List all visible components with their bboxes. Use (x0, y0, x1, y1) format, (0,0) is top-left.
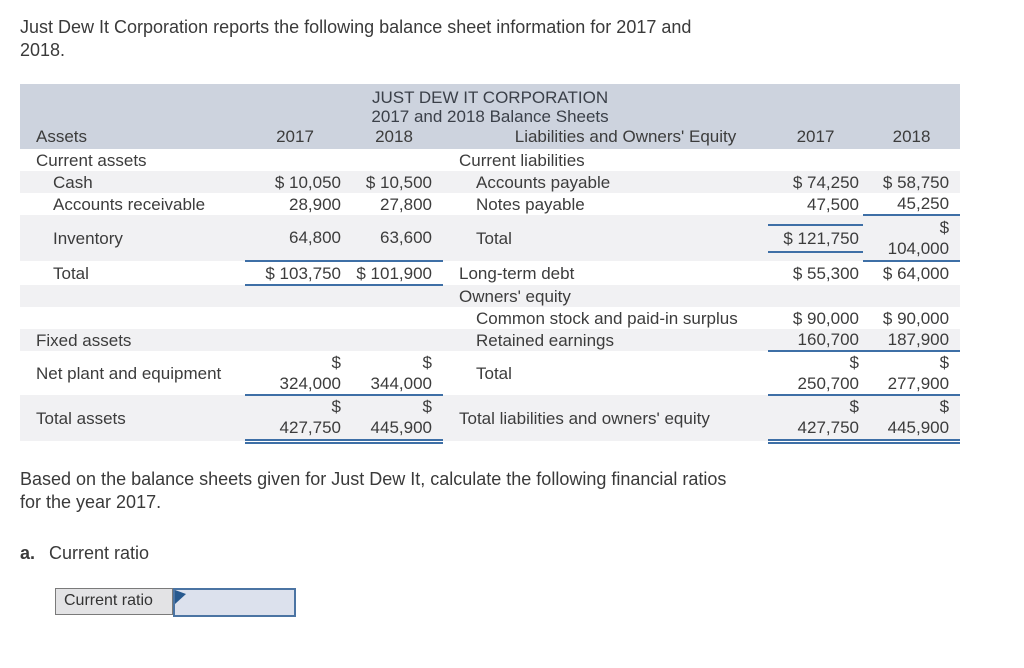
right-amount-2018 (863, 285, 961, 307)
left-row-label: Current assets (36, 150, 147, 170)
right-amount-2018: $ 90,000 (882, 308, 950, 328)
right-row-label: Long-term debt (459, 263, 575, 283)
left-row-label: Cash (20, 171, 245, 193)
balance-sheet-row: Accounts receivable 28,900 27,800 Notes pay… (20, 193, 960, 215)
right-amount-2017: 160,700 (768, 329, 863, 351)
left-amount-2017 (245, 307, 345, 329)
right-amount-2017: $ 74,250 (768, 171, 863, 193)
left-amount-2018 (345, 285, 443, 307)
col-header-assets: Assets (20, 126, 245, 149)
left-row-label: Total assets (20, 395, 245, 441)
left-amount-2018: 63,600 (345, 215, 443, 261)
balance-sheet-body: Current assets Current liabilities Cash $ 1… (20, 149, 961, 444)
balance-sheet-row: Common stock and paid-in surplus $ 90,000… (20, 307, 960, 329)
left-amount-2017: $ 103,750 (245, 260, 345, 286)
right-row-label: Accounts payable (443, 171, 768, 193)
right-amount-2018 (863, 149, 960, 171)
col-header-left-2017: 2017 (245, 126, 345, 149)
part-letter: a. (20, 542, 36, 563)
left-amount-2018: $ 101,900 (345, 260, 443, 286)
left-amount-2018 (345, 149, 443, 171)
table-title-row: JUST DEW IT CORPORATION 2017 and 2018 Ba… (20, 84, 961, 126)
balance-sheet-row: Net plant and equipment $ 324,000 $ 344,00… (20, 350, 961, 396)
right-amount-2017: 47,500 (807, 194, 859, 214)
balance-sheet-row: Total $ 103,750 $ 101,900 Long-term debt $ 5… (20, 260, 960, 286)
question-text: Based on the balance sheets given for Ju… (20, 468, 727, 512)
right-amount-2017: $ 90,000 (792, 308, 859, 328)
intro-text: Just Dew It Corporation reports the foll… (20, 17, 692, 60)
left-row-label (20, 307, 245, 329)
left-amount-2017 (245, 285, 345, 307)
col-header-right-2017: 2017 (768, 126, 863, 149)
balance-sheet-row: Cash $ 10,050 $ 10,500 Accounts payable $ 74… (20, 171, 961, 193)
right-row-label: Total liabilities and owners' equity (443, 395, 768, 441)
left-amount-2017 (245, 149, 345, 171)
table-column-header-row: Assets 2017 2018 Liabilities and Owners'… (20, 126, 961, 149)
left-amount-2018: $ 344,000 (345, 351, 443, 396)
right-row-label: Common stock and paid-in surplus (476, 308, 738, 328)
left-row-label (20, 285, 245, 307)
answer-label: Current ratio (55, 587, 173, 615)
left-amount-2018: $ 445,900 (345, 395, 443, 444)
right-amount-2017: $ 250,700 (768, 350, 863, 396)
left-amount-2017: $ 324,000 (245, 351, 345, 396)
right-amount-2018: $ 445,900 (863, 395, 961, 444)
col-header-left-2018: 2018 (345, 126, 443, 149)
right-row-label: Current liabilities (459, 150, 585, 170)
left-amount-2018: 27,800 (380, 194, 432, 214)
right-amount-2017: $ 55,300 (792, 263, 859, 283)
right-amount-2017 (768, 285, 863, 307)
right-row-label: Retained earnings (443, 329, 768, 351)
page: Just Dew It Corporation reports the foll… (20, 17, 1004, 617)
right-row-label: Owners' equity (443, 285, 768, 307)
right-amount-2018: $ 277,900 (863, 350, 961, 396)
balance-sheet-row: Total assets $ 427,750 $ 445,900 Total liab… (20, 395, 961, 444)
right-amount-2017: $ 121,750 (768, 215, 863, 261)
left-amount-2018 (345, 329, 443, 351)
right-amount-2018: 187,900 (863, 329, 961, 351)
balance-sheet-row: Current assets Current liabilities (20, 149, 960, 171)
right-row-label: Total (476, 363, 512, 383)
left-row-label: Fixed assets (20, 329, 245, 351)
col-header-liabilities: Liabilities and Owners' Equity (443, 126, 768, 149)
answer-input-wrap (173, 587, 296, 617)
left-row-label: Inventory (20, 215, 245, 261)
table-subtitle: 2017 and 2018 Balance Sheets (371, 107, 609, 126)
left-row-label: Total (53, 263, 89, 283)
left-amount-2017: 28,900 (289, 194, 341, 214)
right-amount-2018: $ 58,750 (863, 171, 961, 193)
balance-sheet-table: JUST DEW IT CORPORATION 2017 and 2018 Ba… (20, 84, 961, 444)
left-row-label: Net plant and equipment (36, 363, 222, 383)
part-label: Current ratio (49, 542, 150, 563)
left-row-label: Accounts receivable (53, 194, 206, 214)
balance-sheet-row: Fixed assets Retained earnings 160,700 187,… (20, 329, 961, 351)
left-amount-2018: $ 10,500 (345, 171, 443, 193)
left-amount-2018 (345, 307, 443, 329)
balance-sheet-row: Inventory 64,800 63,600 Total $ 121,750 $ 104… (20, 214, 961, 262)
right-amount-2018: $ 64,000 (882, 264, 950, 283)
right-amount-2017-boxed: $ 121,750 (768, 223, 863, 253)
current-ratio-input[interactable] (173, 587, 296, 617)
part-a-heading: a. Current ratio (20, 543, 1004, 564)
right-row-label: Notes payable (476, 194, 585, 214)
left-amount-2017: $ 427,750 (245, 395, 345, 444)
right-amount-2017 (768, 149, 863, 171)
left-amount-2017: $ 10,050 (245, 171, 345, 193)
col-header-right-2018: 2018 (863, 126, 961, 149)
right-amount-2017: $ 427,750 (768, 395, 863, 444)
right-row-label: Total (443, 215, 768, 261)
balance-sheet-row: Owners' equity (20, 285, 961, 307)
right-amount-2018: 45,250 (897, 194, 950, 213)
left-amount-2017: 64,800 (245, 215, 345, 261)
right-amount-2018: $ 104,000 (863, 214, 961, 262)
answer-row: Current ratio (55, 587, 1004, 617)
table-title: JUST DEW IT CORPORATION (371, 88, 609, 107)
left-amount-2017 (245, 329, 345, 351)
